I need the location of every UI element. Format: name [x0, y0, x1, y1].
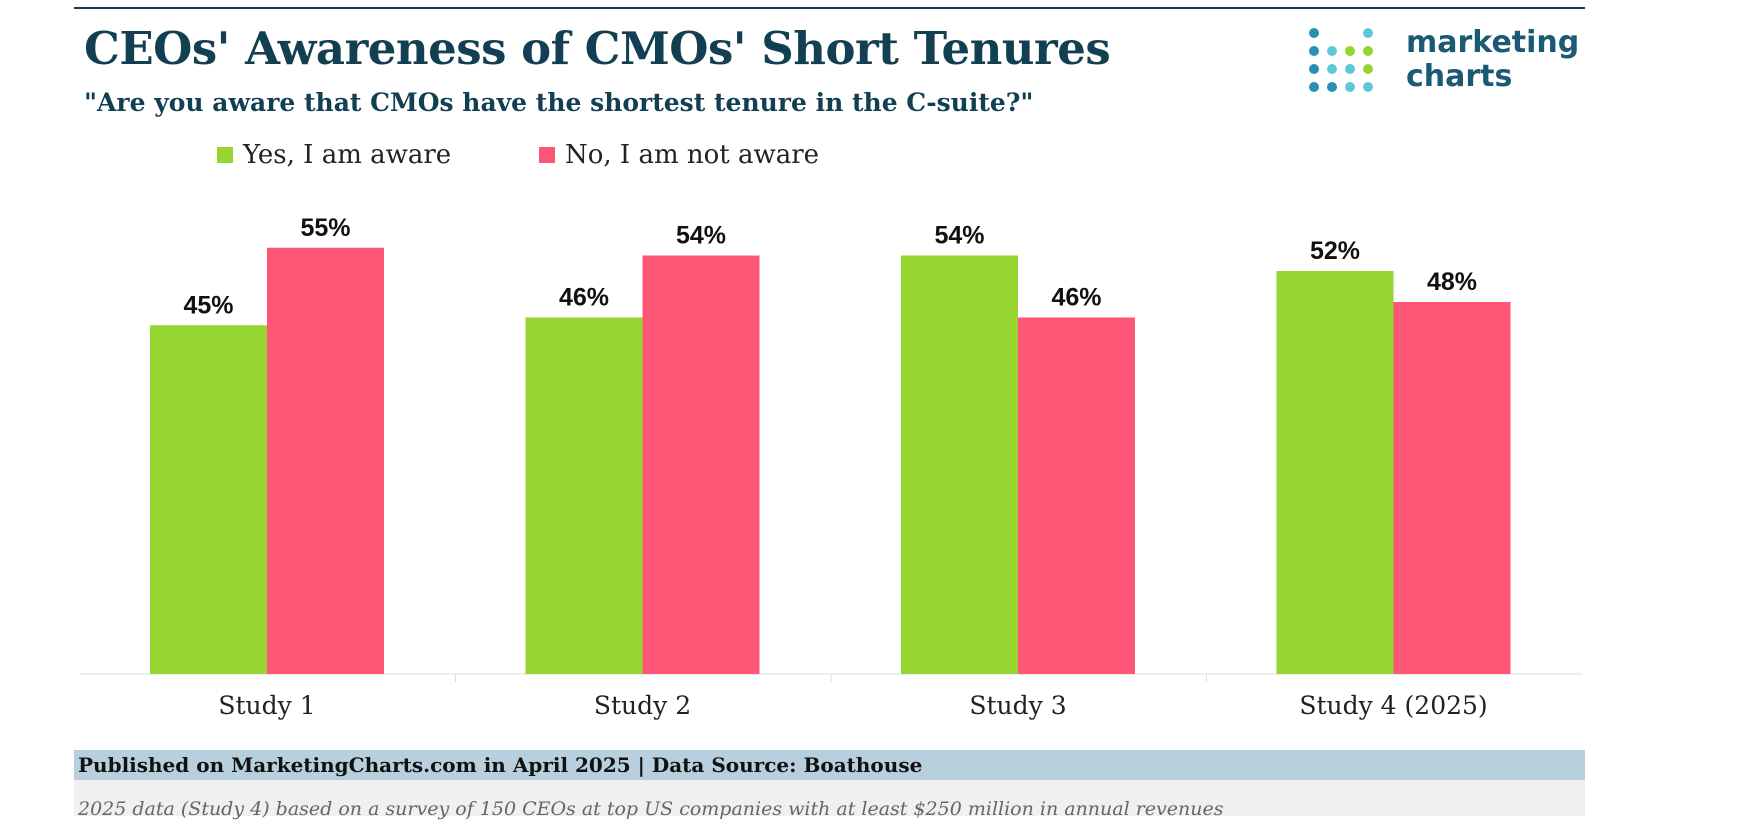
bar-yes-1: [150, 325, 267, 674]
data-label-yes-4: 52%: [1310, 237, 1360, 265]
top-rule: [74, 7, 1585, 9]
legend-swatch-yes: [217, 147, 233, 163]
logo-text: marketing charts: [1406, 26, 1579, 94]
data-label-yes-1: 45%: [183, 291, 233, 319]
logo-dots-icon: [1309, 28, 1373, 92]
methodology-note: 2025 data (Study 4) based on a survey of…: [78, 798, 1224, 820]
bar-no-2: [642, 255, 760, 674]
x-tick-label-3: Study 3: [969, 691, 1066, 720]
legend-label-no: No, I am not aware: [565, 140, 820, 170]
logo-line-1: marketing: [1406, 25, 1580, 60]
bar-chart: 45% 55% Study 1 46% 54% Study 2 54% 46% Study 3 5…: [80, 214, 1582, 720]
legend-item-no: No, I am not aware: [539, 140, 819, 170]
bar-no-3: [1018, 317, 1135, 674]
data-label-no-1: 55%: [300, 214, 350, 242]
marketing-charts-logo: marketing charts: [1308, 26, 1598, 99]
bar-no-4: [1393, 302, 1511, 674]
data-label-yes-3: 54%: [934, 222, 984, 250]
bar-yes-4: [1276, 271, 1394, 674]
legend-label-yes: Yes, I am aware: [243, 140, 452, 170]
data-label-no-4: 48%: [1427, 268, 1477, 296]
source-text: Published on MarketingCharts.com in Apri…: [78, 753, 923, 777]
x-tick-label-1: Study 1: [218, 691, 315, 720]
x-tick-label-4: Study 4 (2025): [1299, 691, 1487, 720]
source-bar: Published on MarketingCharts.com in Apri…: [74, 750, 1585, 780]
data-label-no-2: 54%: [676, 222, 726, 250]
bar-yes-3: [901, 255, 1018, 674]
logo-line-2: charts: [1406, 59, 1513, 94]
legend-swatch-no: [539, 147, 555, 163]
chart-subtitle: "Are you aware that CMOs have the shorte…: [84, 88, 1034, 117]
bar-no-1: [267, 247, 384, 674]
bar-yes-2: [525, 317, 643, 674]
x-tick-label-2: Study 2: [594, 691, 691, 720]
note-bar: 2025 data (Study 4) based on a survey of…: [74, 780, 1585, 820]
data-label-no-3: 46%: [1051, 284, 1101, 312]
legend-item-yes: Yes, I am aware: [217, 140, 451, 170]
data-label-yes-2: 46%: [559, 284, 609, 312]
chart-title: CEOs' Awareness of CMOs' Short Tenures: [84, 22, 1111, 75]
